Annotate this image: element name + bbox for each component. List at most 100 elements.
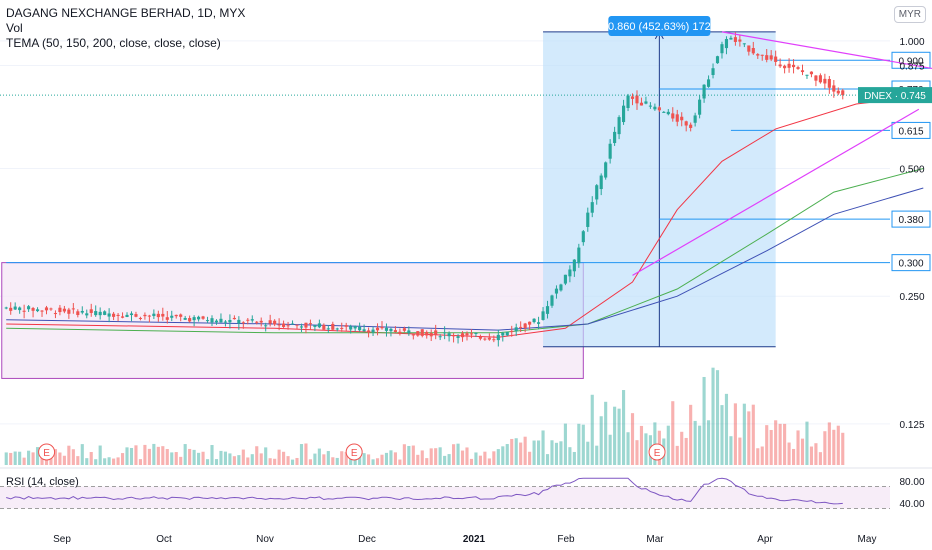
candle-body[interactable] <box>483 338 487 340</box>
trendline[interactable] <box>632 108 920 276</box>
candle-body[interactable] <box>299 326 304 328</box>
candle-body[interactable] <box>380 326 384 329</box>
candle-body[interactable] <box>250 319 254 321</box>
candle-body[interactable] <box>729 37 733 40</box>
candle-body[interactable] <box>510 330 514 333</box>
candle-body[interactable] <box>27 306 31 310</box>
candle-body[interactable] <box>384 327 389 331</box>
candle-body[interactable] <box>689 124 693 128</box>
candle-body[interactable] <box>416 331 420 336</box>
candle-body[interactable] <box>434 330 438 335</box>
earnings-marker[interactable] <box>345 443 363 461</box>
candle-body[interactable] <box>273 320 277 325</box>
candle-body[interactable] <box>738 39 742 42</box>
candle-body[interactable] <box>331 323 335 330</box>
candle-body[interactable] <box>322 324 326 330</box>
rsi-indicator-label[interactable]: RSI (14, close) <box>6 476 79 488</box>
candle-body[interactable] <box>349 326 353 330</box>
candle-body[interactable] <box>116 314 120 316</box>
candle-body[interactable] <box>362 329 366 332</box>
candle-body[interactable] <box>662 111 666 113</box>
candle-body[interactable] <box>71 308 75 310</box>
candle-body[interactable] <box>259 320 263 323</box>
candle-body[interactable] <box>814 75 818 81</box>
candle-body[interactable] <box>666 111 670 115</box>
candle-body[interactable] <box>523 323 527 329</box>
candle-body[interactable] <box>201 316 205 319</box>
candle-body[interactable] <box>120 316 125 318</box>
candle-body[interactable] <box>40 310 44 312</box>
candle-body[interactable] <box>791 64 796 68</box>
candle-body[interactable] <box>103 311 107 315</box>
candle-body[interactable] <box>800 70 805 73</box>
symbol-title[interactable]: DAGANG NEXCHANGE BERHAD, 1D, MYX <box>6 6 246 20</box>
candle-body[interactable] <box>134 314 138 317</box>
candle-body[interactable] <box>478 336 482 339</box>
candle-body[interactable] <box>205 320 210 322</box>
candle-body[interactable] <box>67 309 71 314</box>
candle-body[interactable] <box>613 131 617 144</box>
candle-body[interactable] <box>818 75 822 83</box>
candle-body[interactable] <box>4 307 8 309</box>
candle-body[interactable] <box>452 335 456 337</box>
candle-body[interactable] <box>228 319 232 323</box>
candle-body[interactable] <box>514 327 518 332</box>
candle-body[interactable] <box>635 95 639 104</box>
candle-body[interactable] <box>724 39 729 49</box>
candle-body[interactable] <box>447 333 451 337</box>
candle-body[interactable] <box>35 309 40 312</box>
candle-body[interactable] <box>170 315 174 318</box>
candle-body[interactable] <box>787 63 791 68</box>
candle-body[interactable] <box>541 311 545 320</box>
candle-body[interactable] <box>125 314 129 318</box>
candle-body[interactable] <box>22 310 26 312</box>
trendline[interactable] <box>721 31 932 71</box>
candle-body[interactable] <box>129 313 134 316</box>
candle-body[interactable] <box>268 320 272 324</box>
candle-body[interactable] <box>147 315 151 317</box>
candle-body[interactable] <box>532 318 536 323</box>
candle-body[interactable] <box>778 64 782 67</box>
candle-body[interactable] <box>76 311 80 316</box>
candle-body[interactable] <box>371 329 375 333</box>
candle-body[interactable] <box>340 327 344 329</box>
candle-body[interactable] <box>823 78 827 84</box>
candle-body[interactable] <box>188 318 192 322</box>
candle-body[interactable] <box>443 332 447 334</box>
candle-body[interactable] <box>98 311 102 316</box>
candle-body[interactable] <box>774 56 778 62</box>
candle-body[interactable] <box>62 308 66 312</box>
tema-line[interactable] <box>6 168 924 334</box>
candle-body[interactable] <box>590 202 594 213</box>
candle-body[interactable] <box>402 328 406 331</box>
candle-body[interactable] <box>622 105 626 123</box>
candle-body[interactable] <box>398 331 402 334</box>
candle-body[interactable] <box>80 310 84 313</box>
candle-body[interactable] <box>805 74 809 76</box>
tema-line[interactable] <box>6 187 924 331</box>
candle-body[interactable] <box>317 323 321 328</box>
candle-body[interactable] <box>644 101 648 104</box>
candle-body[interactable] <box>58 307 62 313</box>
candle-body[interactable] <box>680 116 684 121</box>
candle-body[interactable] <box>756 54 760 56</box>
candle-body[interactable] <box>568 269 572 277</box>
candle-body[interactable] <box>295 324 299 326</box>
candle-body[interactable] <box>393 330 397 332</box>
candle-body[interactable] <box>165 317 169 320</box>
candle-body[interactable] <box>559 284 563 291</box>
candle-body[interactable] <box>174 314 178 317</box>
candle-body[interactable] <box>742 43 746 45</box>
candle-body[interactable] <box>626 95 630 108</box>
candle-body[interactable] <box>563 274 567 284</box>
candle-body[interactable] <box>809 71 814 75</box>
candle-body[interactable] <box>492 339 496 341</box>
candle-body[interactable] <box>89 309 93 313</box>
candle-body[interactable] <box>550 295 554 306</box>
candle-body[interactable] <box>429 333 433 337</box>
candle-body[interactable] <box>411 334 415 336</box>
candle-body[interactable] <box>290 323 295 325</box>
candle-body[interactable] <box>702 84 706 99</box>
candle-body[interactable] <box>715 56 720 64</box>
